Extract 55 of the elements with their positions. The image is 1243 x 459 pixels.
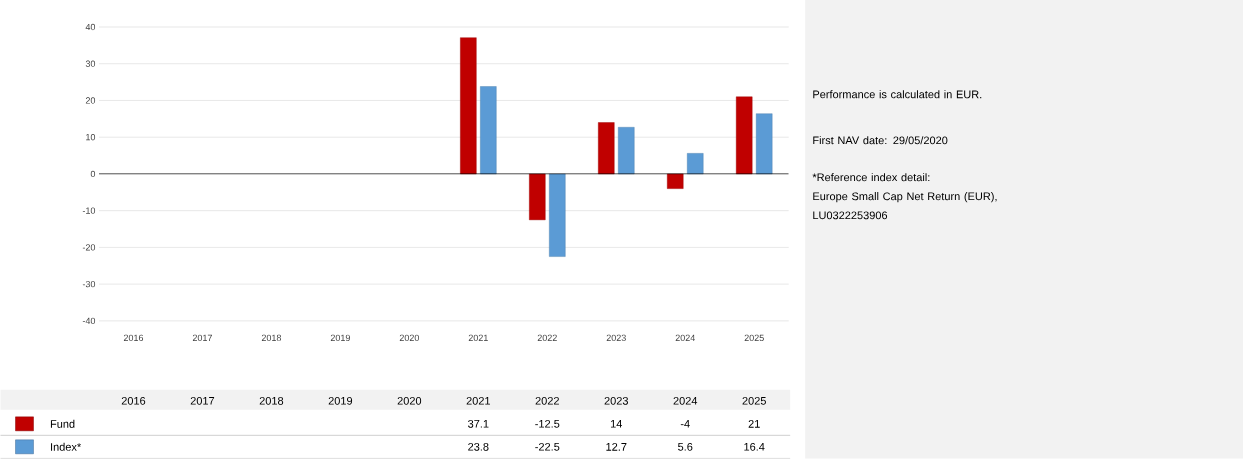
y-tick-label: 10 bbox=[86, 134, 96, 141]
category-label: 2024 bbox=[673, 397, 698, 405]
category-label: 2016 bbox=[121, 397, 146, 405]
category-label: 2025 bbox=[742, 397, 766, 405]
data-label: -12.5 bbox=[535, 420, 560, 428]
bar bbox=[529, 173, 546, 221]
category-label: 2019 bbox=[328, 397, 353, 405]
category-label: 2021 bbox=[466, 397, 491, 405]
y-tick-label: -40 bbox=[82, 317, 96, 325]
data-label: -4 bbox=[680, 420, 690, 428]
x-tick-label: 2019 bbox=[330, 334, 350, 342]
bar bbox=[549, 173, 566, 257]
y-tick-label: -30 bbox=[82, 281, 96, 288]
data-label: -22.5 bbox=[535, 443, 560, 451]
x-tick-label: 2017 bbox=[192, 334, 212, 342]
text: First NAV date: 29/05/2020 bbox=[813, 136, 948, 145]
bar bbox=[480, 86, 497, 175]
bar bbox=[598, 122, 615, 175]
y-tick-label: -20 bbox=[82, 244, 96, 251]
x-tick-label: 2024 bbox=[675, 334, 695, 342]
x-tick-label: 2016 bbox=[123, 334, 144, 342]
bar bbox=[756, 113, 773, 175]
data-label: 5.6 bbox=[678, 443, 693, 451]
data-label: 12.7 bbox=[606, 443, 627, 451]
x-tick-label: 2022 bbox=[537, 334, 557, 342]
y-tick-label: -10 bbox=[82, 207, 96, 214]
y-tick-label: 20 bbox=[85, 97, 96, 104]
data-label: 14 bbox=[610, 420, 623, 428]
legend-label: Index* bbox=[51, 442, 82, 451]
category-label: 2023 bbox=[604, 397, 628, 405]
data-label: 23.8 bbox=[468, 443, 489, 451]
y-tick-label: 30 bbox=[85, 60, 96, 68]
x-tick-label: 2018 bbox=[261, 334, 282, 342]
bar bbox=[460, 37, 477, 175]
bar bbox=[618, 127, 635, 175]
data-label: 21 bbox=[748, 420, 760, 428]
category-label: 2017 bbox=[190, 397, 215, 405]
bar bbox=[736, 96, 753, 175]
category-label: 2018 bbox=[259, 397, 284, 405]
x-tick-label: 2021 bbox=[468, 334, 488, 342]
data-label: 37.1 bbox=[468, 420, 489, 428]
text: *Reference index detail: bbox=[812, 173, 930, 182]
bar bbox=[687, 153, 704, 175]
y-tick-label: 0 bbox=[90, 170, 96, 178]
bar bbox=[667, 173, 684, 189]
data-label: 16.4 bbox=[744, 443, 765, 451]
category-label: 2020 bbox=[397, 397, 422, 405]
text: Performance is calculated in EUR. bbox=[813, 90, 982, 99]
legend-label: Fund bbox=[50, 419, 75, 428]
x-tick-label: 2023 bbox=[606, 334, 626, 342]
category-label: 2022 bbox=[535, 397, 559, 405]
x-tick-label: 2020 bbox=[399, 334, 419, 342]
x-tick-label: 2025 bbox=[744, 334, 764, 342]
y-tick-label: 40 bbox=[85, 23, 96, 31]
text: Europe Small Cap Net Return (EUR), LU0322253906 bbox=[813, 192, 997, 220]
